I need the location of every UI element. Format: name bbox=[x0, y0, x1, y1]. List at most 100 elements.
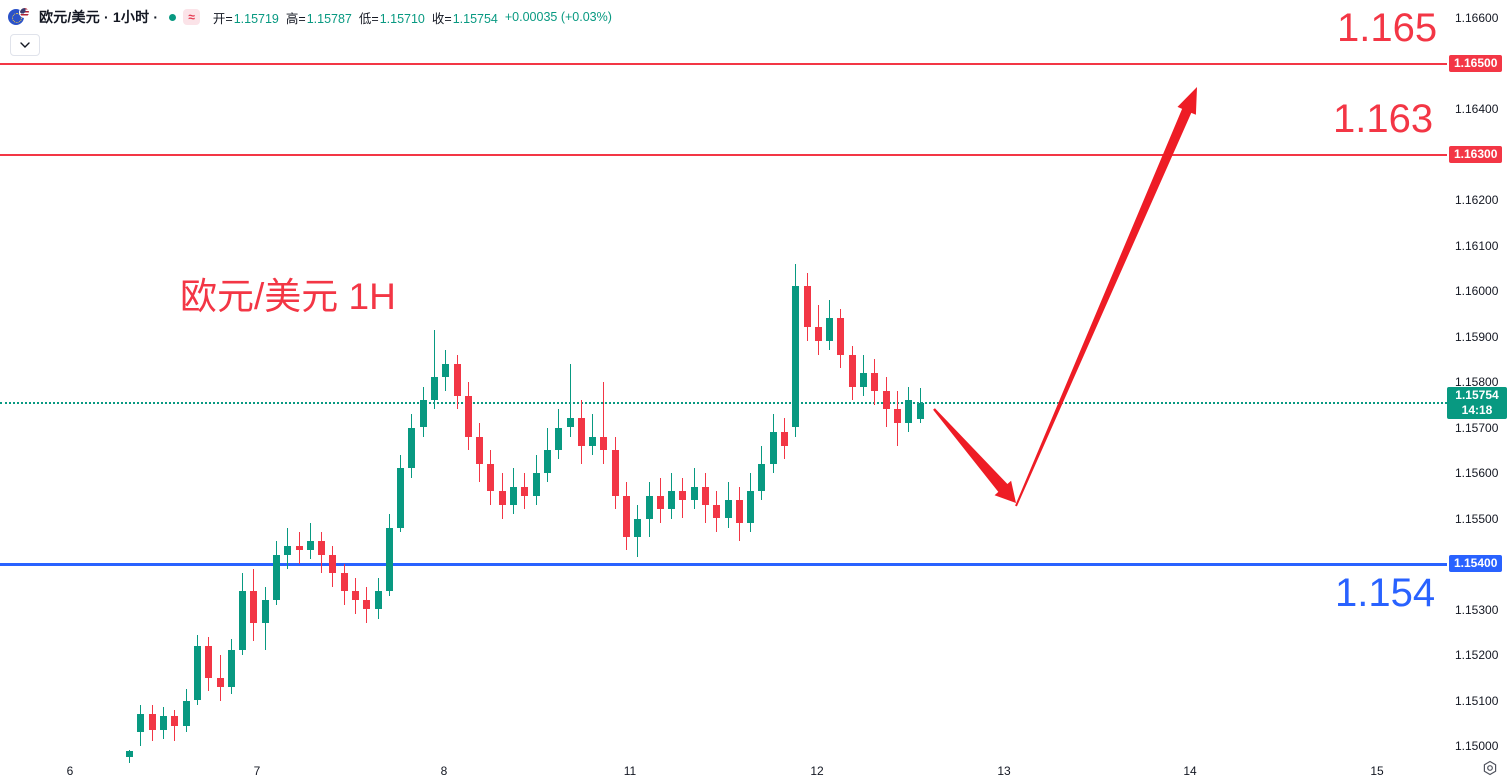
time-tick: 11 bbox=[623, 764, 637, 778]
candle bbox=[656, 495, 664, 510]
pair-icon bbox=[8, 7, 32, 27]
symbol-title[interactable]: 欧元/美元 · 1小时 · bbox=[39, 9, 159, 25]
time-tick: 8 bbox=[440, 764, 448, 778]
ohlc-legend: 开=1.15719 高=1.15787 低=1.15710 收=1.15754 … bbox=[213, 8, 612, 27]
candle bbox=[408, 427, 416, 469]
candle bbox=[453, 363, 461, 396]
candle bbox=[521, 486, 529, 496]
candle bbox=[171, 716, 179, 726]
candle bbox=[363, 600, 371, 610]
candle bbox=[758, 463, 766, 492]
candle bbox=[431, 377, 439, 401]
close-label: 收= bbox=[431, 11, 452, 26]
price-tick: 1.16200 bbox=[1455, 193, 1499, 207]
price-tick: 1.15600 bbox=[1455, 466, 1499, 480]
candle bbox=[848, 354, 856, 387]
open-label: 开= bbox=[212, 11, 233, 26]
candle bbox=[577, 418, 585, 446]
annotation-target-1165[interactable]: 1.165 bbox=[1337, 6, 1438, 50]
candle bbox=[329, 554, 337, 574]
candle bbox=[860, 372, 868, 387]
candle-wick bbox=[434, 329, 436, 410]
candle bbox=[532, 473, 540, 496]
current-price-label: 1.15754 14:18 bbox=[1447, 386, 1507, 419]
price-tick: 1.16600 bbox=[1455, 11, 1499, 25]
candle bbox=[645, 495, 653, 519]
low-label: 低= bbox=[358, 11, 379, 26]
candle bbox=[837, 318, 845, 355]
resistance-line[interactable] bbox=[0, 62, 1447, 65]
candle bbox=[747, 491, 755, 524]
candle bbox=[498, 491, 506, 505]
candle bbox=[701, 486, 709, 505]
candle bbox=[464, 395, 472, 437]
candle bbox=[160, 716, 168, 731]
candle bbox=[668, 491, 676, 510]
candle bbox=[397, 468, 405, 528]
time-tick: 12 bbox=[810, 764, 824, 778]
candle bbox=[589, 436, 597, 446]
change-value: +0.00035 (+0.03%) bbox=[504, 10, 612, 24]
time-axis[interactable]: 6 7 8 11 12 13 14 15 bbox=[0, 760, 1509, 782]
candle bbox=[510, 486, 518, 505]
current-price-line bbox=[0, 401, 1447, 404]
resistance-price-flag: 1.16300 bbox=[1449, 145, 1503, 163]
market-status-dot-icon bbox=[169, 13, 177, 21]
candle bbox=[419, 400, 427, 428]
candle bbox=[781, 432, 789, 446]
price-axis[interactable]: 1.15754 14:18 1.16600 1.16500 1.16400 1.163… bbox=[1447, 0, 1509, 760]
candle bbox=[814, 327, 822, 342]
candle bbox=[295, 545, 303, 551]
price-tick: 1.15100 bbox=[1455, 693, 1499, 708]
price-tick: 1.15000 bbox=[1455, 739, 1499, 753]
candle bbox=[769, 432, 777, 464]
candle bbox=[284, 545, 292, 555]
candle-wick bbox=[592, 413, 594, 455]
time-tick: 15 bbox=[1370, 764, 1384, 778]
resistance-line[interactable] bbox=[0, 153, 1447, 156]
annotation-target-1163[interactable]: 1.163 bbox=[1333, 97, 1434, 141]
support-price-flag: 1.15400 bbox=[1449, 555, 1503, 572]
candle bbox=[250, 591, 258, 624]
candle bbox=[611, 450, 619, 496]
candle bbox=[724, 500, 732, 519]
candle bbox=[126, 751, 134, 758]
candle bbox=[634, 518, 642, 537]
price-tick: 1.16400 bbox=[1455, 102, 1499, 116]
low-value: 1.15710 bbox=[379, 11, 425, 26]
usd-flag-icon bbox=[19, 7, 30, 18]
header-expand-button[interactable] bbox=[10, 34, 40, 56]
candle bbox=[352, 591, 359, 601]
up-arrow[interactable] bbox=[1015, 87, 1197, 507]
candle bbox=[193, 645, 201, 701]
candle bbox=[318, 541, 326, 555]
open-value: 1.15719 bbox=[233, 11, 279, 26]
candle bbox=[679, 491, 687, 501]
chevron-down-icon bbox=[20, 42, 30, 48]
candle-wick bbox=[309, 523, 311, 560]
candle bbox=[182, 700, 190, 726]
candle bbox=[543, 450, 551, 473]
high-label: 高= bbox=[285, 11, 306, 26]
price-tick: 1.15300 bbox=[1455, 602, 1499, 617]
candle bbox=[893, 409, 901, 423]
annotation-pair-label[interactable]: 欧元/美元 1H bbox=[180, 276, 396, 317]
candle bbox=[792, 286, 800, 428]
high-value: 1.15787 bbox=[306, 11, 352, 26]
candle bbox=[826, 318, 834, 342]
price-tick: 1.15500 bbox=[1455, 511, 1499, 526]
candle bbox=[622, 495, 630, 537]
candle bbox=[916, 402, 924, 419]
candle bbox=[566, 418, 574, 428]
candle bbox=[239, 591, 247, 651]
time-tick: 7 bbox=[253, 764, 261, 778]
price-tick: 1.16000 bbox=[1455, 284, 1499, 298]
down-arrow[interactable] bbox=[933, 408, 1016, 503]
support-line[interactable] bbox=[0, 562, 1447, 566]
candle bbox=[261, 600, 269, 624]
axis-settings-button[interactable] bbox=[1482, 760, 1500, 778]
annotation-support-1154[interactable]: 1.154 bbox=[1335, 571, 1436, 615]
approx-badge[interactable]: ≈ bbox=[183, 9, 200, 25]
